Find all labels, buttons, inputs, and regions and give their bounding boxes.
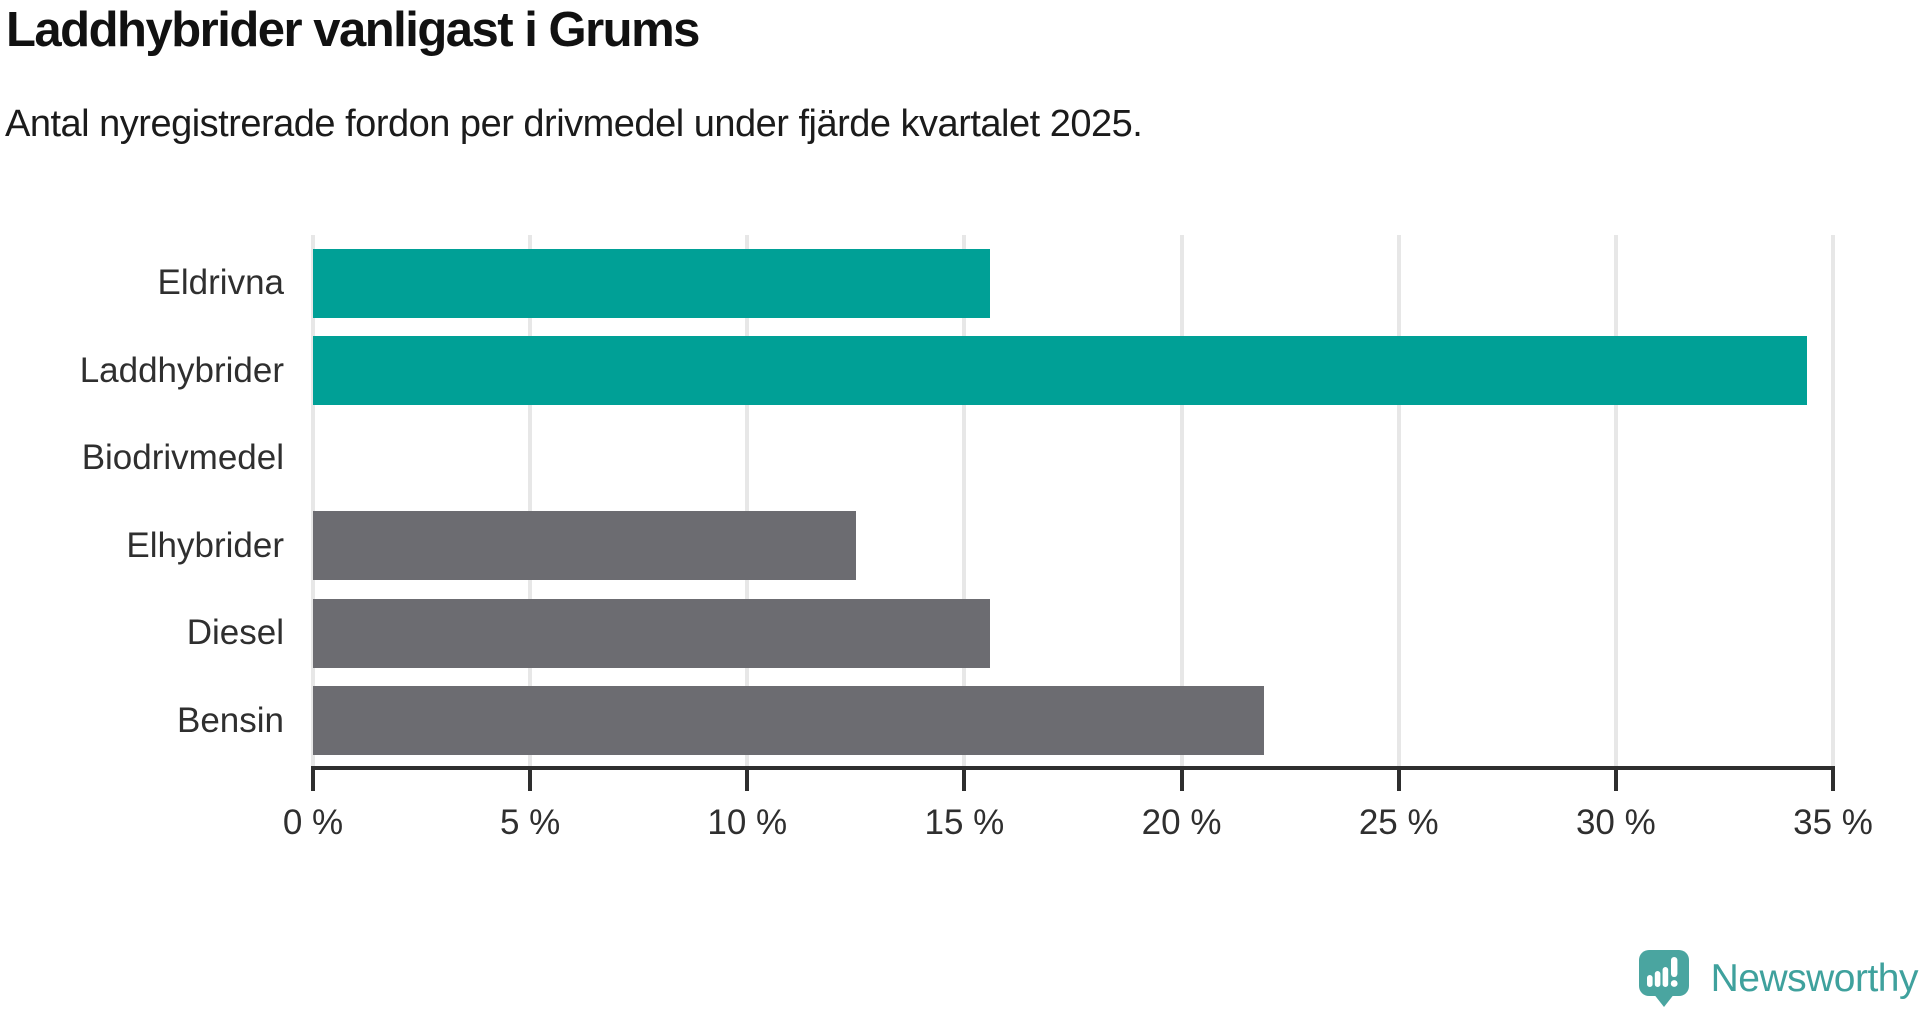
x-axis-tick-label: 0 %	[282, 803, 344, 842]
x-axis-line	[311, 766, 1835, 770]
brand-footer: Newsworthy	[1638, 948, 1919, 1010]
gridline	[962, 235, 967, 766]
x-axis-tick-label: 15 %	[924, 803, 1005, 842]
category-label: Eldrivna	[157, 263, 284, 302]
x-axis-tick-label: 10 %	[707, 803, 788, 842]
x-axis-tick-label: 30 %	[1575, 803, 1656, 842]
gridline	[1613, 235, 1618, 766]
chart-title: Laddhybrider vanligast i Grums	[6, 3, 700, 57]
x-axis-tick-label: 20 %	[1141, 803, 1222, 842]
x-axis-tick	[745, 770, 750, 791]
gridline	[528, 235, 533, 766]
gridline	[745, 235, 750, 766]
brand-name: Newsworthy	[1710, 957, 1919, 1000]
chart-subtitle: Antal nyregistrerade fordon per drivmede…	[5, 103, 1143, 145]
category-label: Laddhybrider	[79, 350, 284, 390]
category-label: Elhybrider	[126, 525, 284, 565]
newsworthy-logo-icon	[1638, 950, 1689, 1007]
x-axis-tick-label: 25 %	[1358, 803, 1439, 842]
x-axis-tick-label: 35 %	[1793, 803, 1873, 842]
gridline	[311, 235, 315, 766]
x-axis-tick	[1831, 770, 1835, 791]
category-label: Biodrivmedel	[81, 438, 284, 477]
x-axis-tick	[1179, 770, 1184, 791]
gridline	[1831, 235, 1835, 766]
category-label: Diesel	[186, 613, 284, 652]
x-axis-tick	[1396, 770, 1401, 791]
bar	[313, 511, 856, 580]
x-axis-tick	[528, 770, 533, 791]
bar	[313, 336, 1807, 405]
x-axis-tick-label: 5 %	[499, 803, 561, 842]
category-label: Bensin	[176, 700, 284, 740]
x-axis-tick	[1613, 770, 1618, 791]
gridline	[1179, 235, 1184, 766]
gridline	[1396, 235, 1401, 766]
bar	[313, 248, 991, 318]
x-axis-tick	[311, 770, 315, 791]
x-axis-tick	[962, 770, 967, 791]
bar	[313, 598, 991, 668]
bar	[313, 686, 1265, 755]
